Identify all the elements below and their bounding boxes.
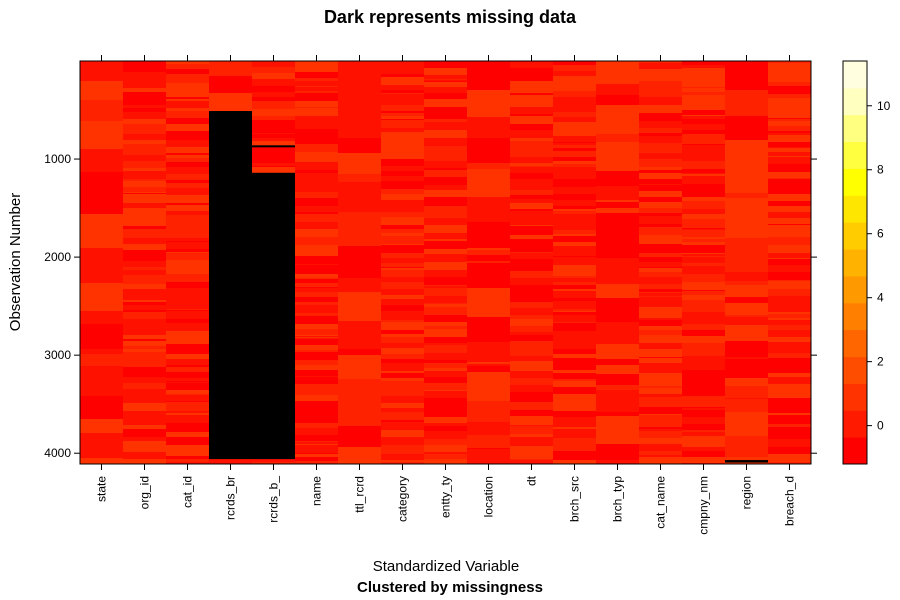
x-tick-label-org_id: org_id — [138, 476, 152, 509]
colorbar-tick-label-4: 4 — [877, 291, 884, 305]
colorbar-segment-0 — [843, 437, 867, 465]
colorbar-segment-6 — [843, 275, 867, 304]
x-tick-label-cmpny_nm: cmpny_nm — [697, 476, 711, 535]
x-tick-label-brch_src: brch_src — [568, 476, 582, 522]
chart-subtitle: Clustered by missingness — [357, 579, 543, 596]
column-category — [381, 61, 425, 464]
y-tick-label-3000: 3000 — [44, 348, 71, 362]
colorbar-segment-13 — [843, 87, 867, 116]
colorbar-frame — [842, 60, 868, 465]
x-tick-label-brch_typ: brch_typ — [611, 476, 625, 522]
colorbar-segment-2 — [843, 383, 867, 411]
colorbar-segment-5 — [843, 302, 867, 331]
colorbar-segment-4 — [843, 329, 867, 358]
x-tick-label-rcrds_br: rcrds_br — [224, 476, 238, 520]
missing-block-1 — [252, 145, 295, 148]
y-tick-label-4000: 4000 — [44, 446, 71, 460]
column-brch_src — [553, 61, 597, 464]
column-name — [295, 61, 339, 464]
colorbar-segment-14 — [843, 61, 867, 89]
colorbar-segment-10 — [843, 168, 867, 196]
x-tick-label-ttl_rcrd: ttl_rcrd — [353, 476, 367, 513]
column-cat_id — [166, 61, 210, 464]
colorbar-segment-12 — [843, 114, 867, 143]
x-tick-label-region: region — [740, 476, 754, 509]
column-breach_d — [768, 61, 812, 464]
colorbar-tick-label-8: 8 — [877, 163, 884, 177]
x-tick-label-entty_ty: entty_ty — [439, 476, 453, 518]
x-tick-label-category: category — [396, 476, 410, 522]
column-org_id — [123, 61, 167, 464]
column-location — [467, 61, 511, 464]
colorbar-tick-label-6: 6 — [877, 227, 884, 241]
colorbar-segment-9 — [843, 195, 867, 223]
x-tick-label-location: location — [482, 476, 496, 517]
missing-overlay — [209, 111, 768, 463]
colorbar-segment-8 — [843, 222, 867, 250]
colorbar: 0 2 4 6 8 10 — [842, 60, 891, 465]
heatmap-cells — [80, 61, 812, 464]
column-state — [80, 61, 124, 464]
missing-block-3 — [725, 460, 768, 463]
column-entty_ty — [424, 61, 468, 464]
y-tick-label-1000: 1000 — [44, 152, 71, 166]
column-dt — [510, 61, 554, 464]
column-ttl_rcrd — [338, 61, 382, 464]
column-cat_name — [639, 61, 683, 464]
x-tick-label-state: state — [95, 476, 109, 502]
colorbar-segment-7 — [843, 249, 867, 277]
y-axis-label: Observation Number — [7, 193, 24, 331]
missing-block-2 — [252, 172, 295, 460]
colorbar-segment-11 — [843, 141, 867, 169]
chart-title: Dark represents missing data — [324, 7, 577, 27]
x-axis-label: Standardized Variable — [373, 558, 519, 575]
colorbar-segment-3 — [843, 356, 867, 384]
column-cmpny_nm — [682, 61, 726, 464]
column-brch_typ — [596, 61, 640, 464]
colorbar-tick-label-0: 0 — [877, 419, 884, 433]
y-axis: 1000 2000 3000 4000 — [44, 152, 817, 460]
colorbar-tick-label-10: 10 — [877, 99, 891, 113]
missing-block-0 — [209, 111, 252, 460]
x-tick-label-dt: dt — [525, 475, 539, 486]
colorbar-segment-1 — [843, 410, 867, 438]
colorbar-tick-label-2: 2 — [877, 355, 884, 369]
x-tick-label-breach_d: breach_d — [783, 476, 797, 526]
x-tick-label-name: name — [310, 476, 324, 506]
x-tick-label-cat_id: cat_id — [181, 476, 195, 508]
x-tick-label-cat_name: cat_name — [654, 476, 668, 529]
y-tick-label-2000: 2000 — [44, 250, 71, 264]
x-tick-label-rcrds_b_: rcrds_b_ — [267, 476, 281, 523]
column-region — [725, 61, 769, 464]
x-axis: state org_id cat_id rcrds_br rcrds_b_ name ttl… — [95, 55, 797, 535]
